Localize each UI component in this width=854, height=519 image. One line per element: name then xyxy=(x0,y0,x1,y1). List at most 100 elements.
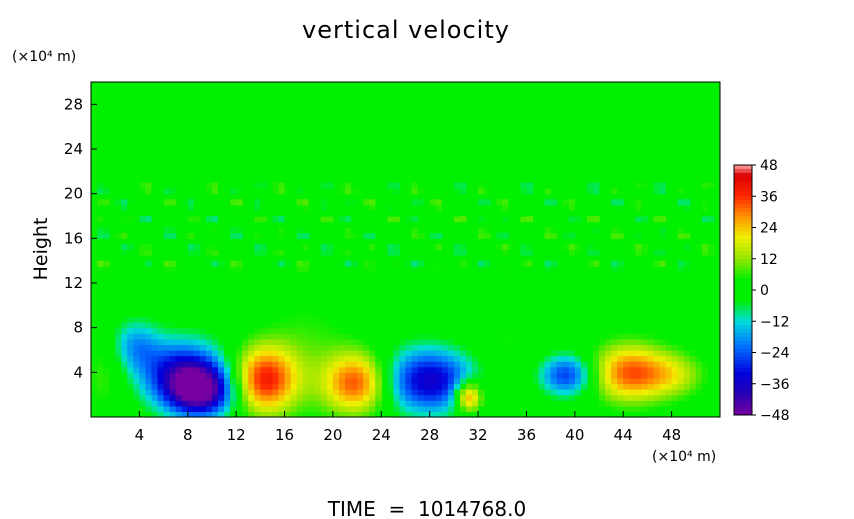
heatmap-cell xyxy=(345,366,352,373)
heatmap-cell xyxy=(278,344,286,351)
heatmap-cell xyxy=(484,322,491,329)
heatmap-cell xyxy=(502,310,509,318)
heatmap-cell xyxy=(405,361,413,368)
heatmap-cell xyxy=(677,243,685,251)
heatmap-cell xyxy=(605,405,612,413)
heatmap-cell xyxy=(302,199,310,206)
heatmap-cell xyxy=(538,366,546,373)
heatmap-cell xyxy=(326,327,334,334)
heatmap-cell xyxy=(266,333,274,340)
colorbar-label: 0 xyxy=(760,283,769,299)
colorbar-label: 36 xyxy=(760,189,778,205)
colorbar-swatch xyxy=(734,329,752,334)
heatmap-cell xyxy=(568,210,576,217)
heatmap-cell xyxy=(296,310,304,318)
heatmap-cell xyxy=(351,216,358,223)
heatmap-cell xyxy=(205,355,213,362)
heatmap-cell xyxy=(520,344,528,351)
heatmap-cell xyxy=(659,338,667,346)
heatmap-cell xyxy=(109,338,116,346)
heatmap-cell xyxy=(133,389,140,396)
heatmap-cell xyxy=(320,400,328,407)
heatmap-cell xyxy=(635,350,642,357)
heatmap-cell xyxy=(484,227,491,234)
heatmap-cell xyxy=(97,389,104,396)
heatmap-cell xyxy=(411,227,419,234)
heatmap-cell xyxy=(338,322,346,329)
heatmap-cell xyxy=(157,377,165,385)
heatmap-cell xyxy=(629,338,636,346)
heatmap-cell xyxy=(169,411,177,418)
heatmap-cell xyxy=(187,400,195,407)
heatmap-cell xyxy=(326,322,334,329)
heatmap-cell xyxy=(248,389,255,396)
heatmap-cell xyxy=(617,227,624,234)
heatmap-cell xyxy=(103,366,110,373)
colorbar-swatch xyxy=(734,395,752,400)
colorbar-label: −48 xyxy=(760,408,790,424)
heatmap-cell xyxy=(671,377,679,385)
heatmap-cell xyxy=(641,249,649,256)
heatmap-cell xyxy=(405,216,413,223)
heatmap-cell xyxy=(478,249,485,256)
heatmap-cell xyxy=(145,243,153,251)
heatmap-cell xyxy=(478,227,485,234)
heatmap-cell xyxy=(459,394,467,401)
heatmap-cell xyxy=(254,333,261,340)
heatmap-cell xyxy=(447,361,455,368)
heatmap-cell xyxy=(393,204,401,212)
heatmap-cell xyxy=(230,394,237,401)
colorbar-swatch xyxy=(734,399,752,404)
heatmap-cell xyxy=(284,333,292,340)
heatmap-cell xyxy=(599,188,606,195)
heatmap-cell xyxy=(659,366,667,373)
heatmap-cell xyxy=(453,249,461,256)
heatmap-cell xyxy=(236,260,243,267)
heatmap-cell xyxy=(441,338,449,346)
heatmap-cell xyxy=(230,372,237,379)
heatmap-cell xyxy=(181,411,189,418)
heatmap-cell xyxy=(532,377,540,385)
heatmap-cell xyxy=(284,316,292,323)
heatmap-cell xyxy=(411,389,419,396)
heatmap-cell xyxy=(236,243,243,251)
heatmap-cell xyxy=(115,204,122,212)
heatmap-cell xyxy=(617,372,624,379)
heatmap-cell xyxy=(611,350,618,357)
heatmap-cell xyxy=(683,232,691,239)
heatmap-cell xyxy=(345,383,352,390)
heatmap-cell xyxy=(230,260,237,267)
heatmap-cell xyxy=(296,232,304,239)
colorbar-swatch xyxy=(734,403,752,408)
heatmap-cell xyxy=(278,400,286,407)
heatmap-cell xyxy=(472,411,479,418)
heatmap-cell xyxy=(701,188,709,195)
heatmap-cell xyxy=(278,405,286,413)
heatmap-cell xyxy=(568,182,576,189)
heatmap-cell xyxy=(199,333,207,340)
heatmap-cell xyxy=(683,344,691,351)
heatmap-cell xyxy=(647,344,655,351)
heatmap-cell xyxy=(193,355,201,362)
heatmap-cell xyxy=(623,366,630,373)
heatmap-cell xyxy=(320,199,328,206)
heatmap-cell xyxy=(447,355,455,362)
heatmap-cell xyxy=(544,232,552,239)
heatmap-cell xyxy=(653,243,661,251)
heatmap-cell xyxy=(405,182,413,189)
heatmap-cell xyxy=(611,338,618,346)
heatmap-cell xyxy=(574,389,582,396)
heatmap-cell xyxy=(163,333,171,340)
heatmap-cell xyxy=(502,327,509,334)
heatmap-cell xyxy=(320,377,328,385)
heatmap-cell xyxy=(435,344,443,351)
heatmap-cell xyxy=(272,394,280,401)
heatmap-cell xyxy=(248,377,255,385)
heatmap-cell xyxy=(683,377,691,385)
heatmap-cell xyxy=(599,260,606,267)
heatmap-cell xyxy=(538,188,546,195)
heatmap-cell xyxy=(254,394,261,401)
heatmap-cell xyxy=(617,400,624,407)
heatmap-cell xyxy=(629,199,636,206)
